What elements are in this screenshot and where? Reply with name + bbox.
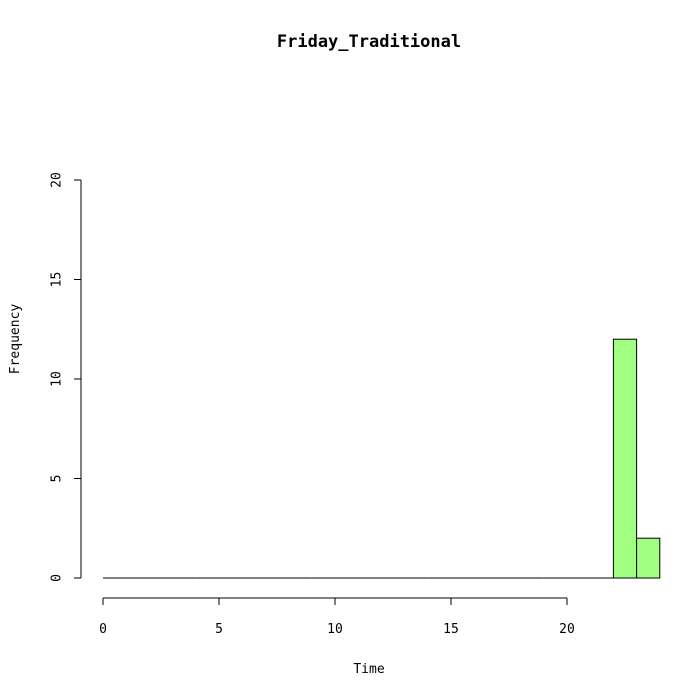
chart-title: Friday_Traditional xyxy=(277,32,461,52)
y-tick-label-5: 5 xyxy=(50,475,65,483)
x-axis: 0 5 10 15 20 xyxy=(99,597,575,637)
x-axis-label: Time xyxy=(353,662,384,677)
x-tick-label-20: 20 xyxy=(559,622,575,637)
y-tick-label-0: 0 xyxy=(50,574,65,582)
y-axis-label: Frequency xyxy=(8,304,23,375)
x-tick-label-0: 0 xyxy=(99,622,107,637)
histogram-bar-22 xyxy=(612,338,638,579)
y-tick-label-20: 20 xyxy=(50,172,65,188)
x-tick-label-15: 15 xyxy=(443,622,459,637)
x-tick-label-5: 5 xyxy=(215,622,223,637)
y-tick-label-15: 15 xyxy=(50,272,65,288)
histogram-bar-23 xyxy=(636,537,661,579)
y-tick-label-10: 10 xyxy=(50,371,65,387)
x-tick-label-10: 10 xyxy=(327,622,343,637)
y-axis: 0 5 10 15 20 xyxy=(50,172,82,582)
bars xyxy=(103,338,661,579)
